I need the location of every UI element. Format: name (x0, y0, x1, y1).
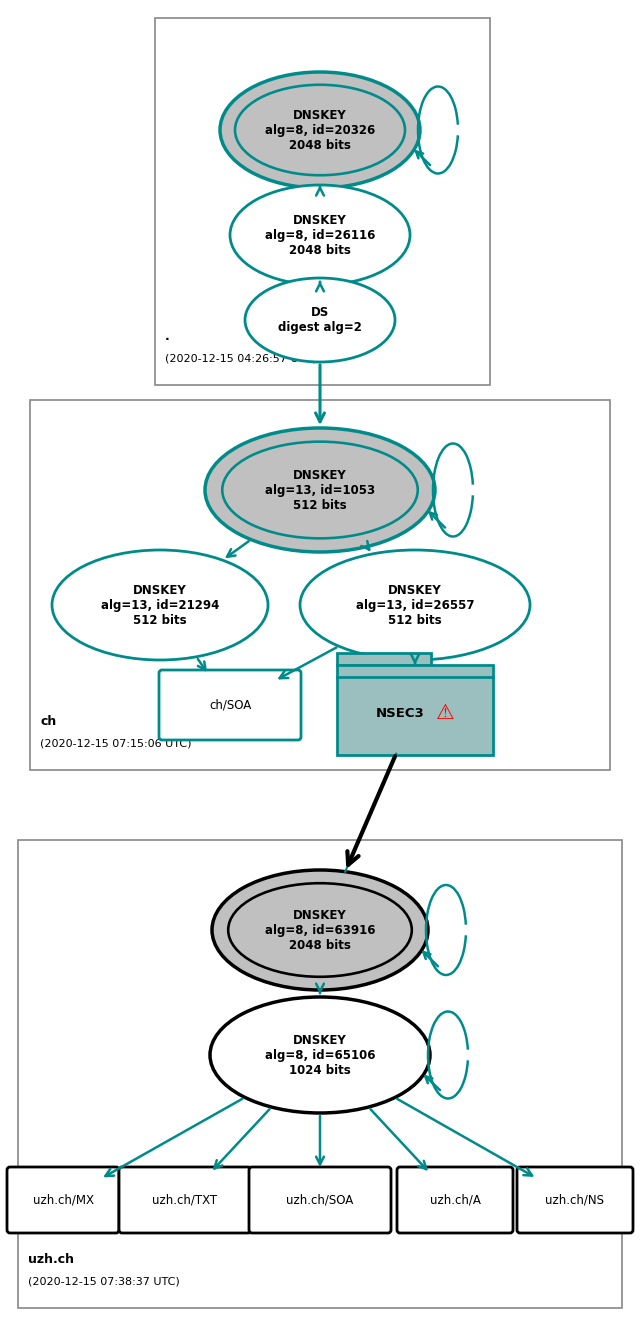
Text: (2020-12-15 04:26:57 UTC): (2020-12-15 04:26:57 UTC) (165, 353, 317, 363)
Ellipse shape (300, 550, 530, 660)
Text: DNSKEY
alg=8, id=26116
2048 bits: DNSKEY alg=8, id=26116 2048 bits (265, 213, 375, 256)
FancyBboxPatch shape (119, 1167, 251, 1233)
Text: .: . (165, 330, 170, 343)
Text: DNSKEY
alg=13, id=21294
512 bits: DNSKEY alg=13, id=21294 512 bits (101, 583, 219, 626)
Text: (2020-12-15 07:15:06 UTC): (2020-12-15 07:15:06 UTC) (40, 739, 191, 748)
Text: ch: ch (40, 715, 56, 728)
Bar (337, 652, 431, 666)
Ellipse shape (52, 550, 268, 660)
Text: DNSKEY
alg=13, id=1053
512 bits: DNSKEY alg=13, id=1053 512 bits (265, 468, 375, 512)
FancyBboxPatch shape (397, 1167, 513, 1233)
Text: uzh.ch/MX: uzh.ch/MX (33, 1193, 93, 1207)
Text: (2020-12-15 07:38:37 UTC): (2020-12-15 07:38:37 UTC) (28, 1276, 180, 1286)
Text: ch/SOA: ch/SOA (209, 699, 251, 712)
Text: DNSKEY
alg=13, id=26557
512 bits: DNSKEY alg=13, id=26557 512 bits (356, 583, 474, 626)
Ellipse shape (235, 85, 405, 175)
Bar (18, 839, 622, 1307)
FancyBboxPatch shape (249, 1167, 391, 1233)
Text: DNSKEY
alg=8, id=65106
1024 bits: DNSKEY alg=8, id=65106 1024 bits (265, 1033, 375, 1077)
FancyBboxPatch shape (517, 1167, 633, 1233)
Ellipse shape (228, 883, 412, 977)
Text: DNSKEY
alg=8, id=63916
2048 bits: DNSKEY alg=8, id=63916 2048 bits (265, 908, 375, 952)
Ellipse shape (245, 278, 395, 362)
Text: uzh.ch/A: uzh.ch/A (429, 1193, 481, 1207)
Ellipse shape (222, 442, 418, 538)
FancyBboxPatch shape (159, 670, 301, 740)
Text: uzh.ch/NS: uzh.ch/NS (545, 1193, 605, 1207)
Text: uzh.ch: uzh.ch (28, 1253, 74, 1266)
FancyBboxPatch shape (7, 1167, 119, 1233)
Ellipse shape (230, 186, 410, 285)
Ellipse shape (210, 997, 430, 1113)
Text: ⚠: ⚠ (436, 703, 454, 723)
Bar (155, 19, 490, 385)
Text: uzh.ch/TXT: uzh.ch/TXT (152, 1193, 218, 1207)
Ellipse shape (220, 72, 420, 188)
Bar (337, 666, 493, 754)
Text: DNSKEY
alg=8, id=20326
2048 bits: DNSKEY alg=8, id=20326 2048 bits (265, 109, 375, 151)
Ellipse shape (205, 428, 435, 552)
Ellipse shape (212, 870, 428, 991)
Text: DS
digest alg=2: DS digest alg=2 (278, 306, 362, 334)
Bar (30, 400, 610, 770)
Text: NSEC3: NSEC3 (376, 707, 424, 720)
Text: uzh.ch/SOA: uzh.ch/SOA (286, 1193, 354, 1207)
